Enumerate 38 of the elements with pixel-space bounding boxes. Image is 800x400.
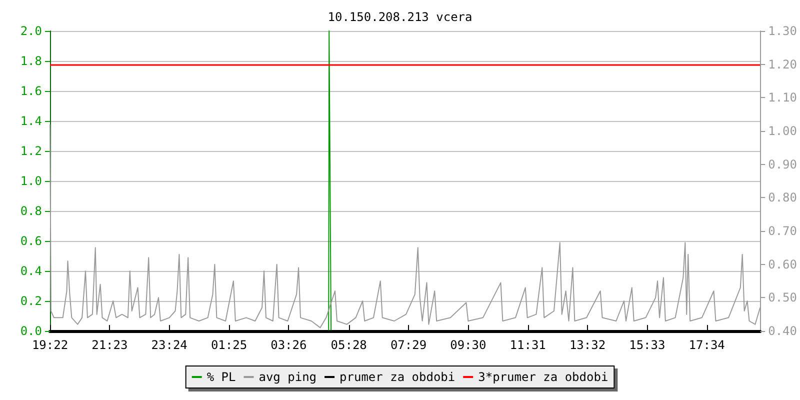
x-tick-label: 17:34: [688, 338, 725, 352]
y2-tick-label: 0.50: [768, 290, 798, 305]
x-tick-label: 11:31: [510, 338, 546, 352]
legend-label: % PL: [206, 370, 236, 384]
y2-tick-label: 0.70: [768, 224, 798, 238]
chart-title: 10.150.208.213 vcera: [328, 10, 472, 24]
y-tick-label: 0.4: [20, 264, 42, 278]
x-tick-label: 13:32: [569, 338, 606, 352]
x-tick-label: 23:24: [151, 338, 188, 352]
y2-tick-label: 1.00: [768, 124, 798, 138]
y2-tick-label: 1.30: [768, 24, 798, 38]
x-tick-label: 07:29: [390, 338, 427, 352]
y2-tick-label: 0.40: [768, 324, 798, 338]
x-tick-label: 15:33: [629, 338, 666, 352]
x-tick-label: 19:22: [32, 338, 68, 352]
y-tick-label: 2.0: [20, 24, 42, 38]
x-tick-label: 09:30: [450, 338, 486, 352]
x-tick-label: 21:23: [92, 338, 128, 352]
y-tick-label: 0.6: [20, 234, 42, 248]
x-tick-label: 03:26: [270, 338, 307, 352]
y-tick-label: 0.0: [20, 324, 42, 338]
y2-tick-label: 0.80: [768, 190, 798, 205]
y-tick-label: 1.4: [20, 114, 42, 128]
y-tick-label: 1.0: [20, 174, 42, 188]
y-tick-label: 1.6: [20, 84, 42, 98]
legend-label: avg ping: [258, 370, 317, 384]
x-tick-label: 01:25: [210, 338, 248, 352]
y-tick-label: 0.8: [20, 204, 42, 218]
x-tick-label: 05:28: [330, 338, 367, 352]
y-tick-label: 0.2: [20, 294, 42, 308]
legend-label: 3*prumer za obdobi: [478, 370, 608, 384]
y-tick-label: 1.8: [20, 54, 42, 68]
y-tick-label: 1.2: [20, 144, 42, 158]
y2-tick-label: 0.60: [768, 257, 798, 272]
y2-tick-label: 1.10: [768, 90, 798, 105]
y2-tick-label: 0.90: [768, 157, 798, 172]
legend-label: prumer za obdobi: [340, 370, 456, 384]
y2-tick-label: 1.20: [768, 57, 798, 72]
